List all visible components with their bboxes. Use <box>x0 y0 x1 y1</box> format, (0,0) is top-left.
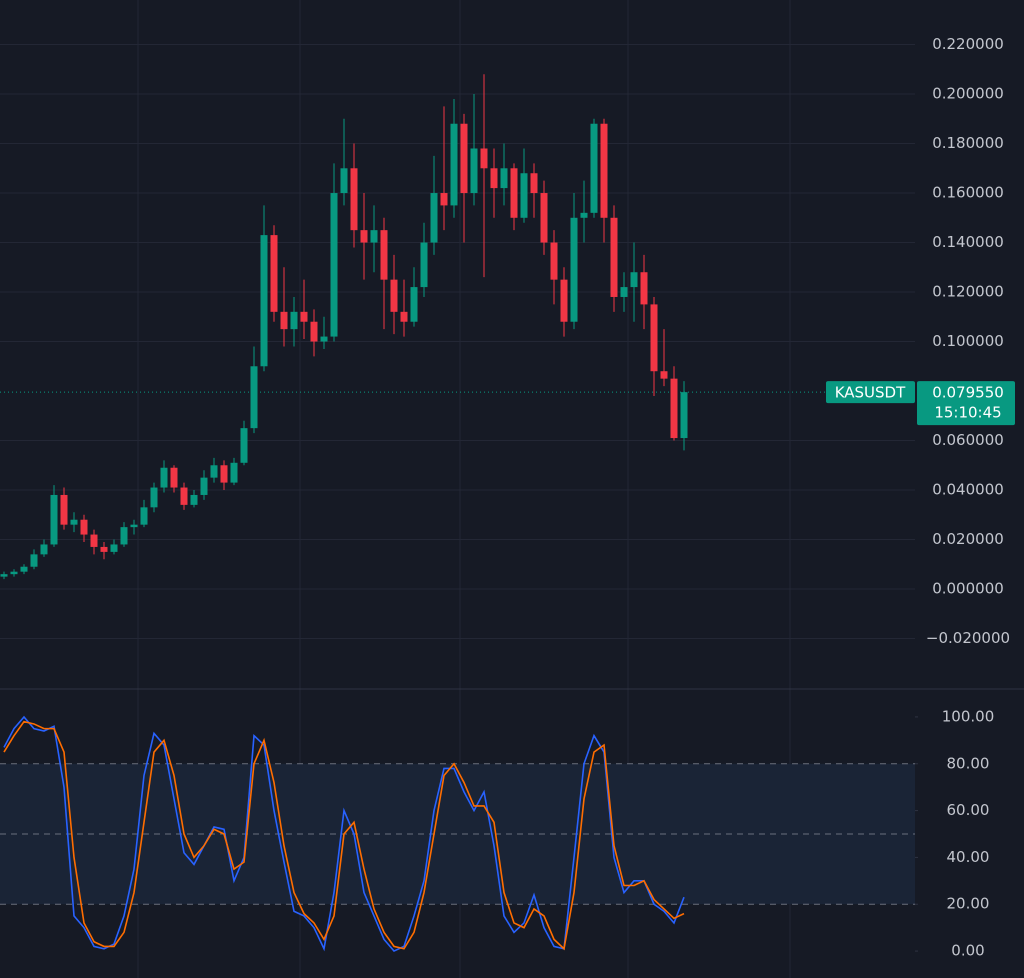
candle-body <box>160 467 168 488</box>
candle-body <box>560 279 568 322</box>
candle-body <box>290 311 298 330</box>
candle-body <box>90 534 98 547</box>
candle-body <box>530 173 538 194</box>
candle-body <box>610 217 618 297</box>
candle-body <box>230 462 238 483</box>
y-tick-label: 0.000000 <box>932 580 1004 598</box>
candle-body <box>470 148 478 194</box>
candle-body <box>200 477 208 495</box>
y-tick-label: 20.00 <box>947 895 990 913</box>
candle-body <box>180 487 188 505</box>
y-tick-label: 0.060000 <box>932 431 1004 449</box>
candle-body <box>120 527 128 545</box>
candle-body <box>360 230 368 243</box>
candle-body <box>40 544 48 555</box>
candle-body <box>660 371 668 379</box>
candle-body <box>380 230 388 280</box>
y-tick-label: 0.140000 <box>932 233 1004 251</box>
candle-body <box>550 242 558 280</box>
y-tick-label: 60.00 <box>947 801 990 819</box>
candle-body <box>430 193 438 243</box>
candle-body <box>450 123 458 206</box>
stoch-line <box>3 720 685 951</box>
y-tick-label: 0.180000 <box>932 134 1004 152</box>
countdown-label: 15:10:45 <box>934 404 1001 422</box>
candle-body <box>270 235 278 312</box>
candle-body <box>370 230 378 243</box>
y-tick-label: 0.200000 <box>932 85 1004 103</box>
candle-body <box>670 378 678 439</box>
candle-body <box>330 193 338 337</box>
candle-body <box>650 304 658 372</box>
candle-body <box>250 366 258 429</box>
candle-body <box>350 168 358 231</box>
candle-body <box>640 272 648 305</box>
candle-body <box>390 279 398 312</box>
y-tick-label: 40.00 <box>947 848 990 866</box>
candle-body <box>520 173 528 218</box>
y-tick-label: 0.020000 <box>932 530 1004 548</box>
candle-body <box>630 272 638 288</box>
candle-body <box>500 168 508 189</box>
candle-body <box>300 311 308 322</box>
candle-body <box>10 571 18 575</box>
y-tick-label: 0.160000 <box>932 184 1004 202</box>
candle-body <box>280 311 288 330</box>
y-tick-label: 0.120000 <box>932 283 1004 301</box>
candle-body <box>140 507 148 525</box>
candle-body <box>320 336 328 342</box>
y-tick-label: 0.220000 <box>932 35 1004 53</box>
candle-body <box>410 287 418 322</box>
candle-body <box>620 287 628 297</box>
candle-body <box>60 494 68 525</box>
candle-body <box>170 467 178 488</box>
candle-body <box>50 494 58 545</box>
candle-body <box>240 428 248 463</box>
y-tick-label: 100.00 <box>942 707 995 725</box>
y-tick-label: 0.040000 <box>932 481 1004 499</box>
candle-body <box>600 123 608 218</box>
y-tick-label: −0.020000 <box>926 629 1010 647</box>
candle-body <box>590 123 598 213</box>
candle-body <box>110 544 118 552</box>
price-label: 0.079550 <box>932 384 1004 402</box>
candle-body <box>540 193 548 243</box>
y-tick-label: 0.00 <box>951 942 984 960</box>
candle-body <box>260 235 268 367</box>
candle-body <box>70 519 78 525</box>
candle-body <box>150 487 158 508</box>
symbol-label: KASUSDT <box>835 384 906 402</box>
price-tag <box>917 381 1015 426</box>
candle-body <box>210 465 218 478</box>
candle-body <box>680 392 688 439</box>
symbol-tag <box>826 381 915 404</box>
candle-body <box>340 168 348 194</box>
candle-body <box>130 524 138 528</box>
candle-body <box>510 168 518 218</box>
y-tick-label: 80.00 <box>947 754 990 772</box>
stoch-line <box>3 715 685 953</box>
candle-body <box>480 148 488 169</box>
candle-body <box>310 321 318 342</box>
candle-body <box>20 566 28 572</box>
candle-body <box>570 217 578 322</box>
candle-body <box>0 574 8 577</box>
y-tick-label: 0.100000 <box>932 332 1004 350</box>
candle-body <box>490 168 498 189</box>
candle-body <box>80 519 88 535</box>
candle-body <box>400 311 408 322</box>
candle-body <box>460 123 468 194</box>
candle-body <box>190 494 198 505</box>
candle-body <box>580 212 588 218</box>
candle-body <box>420 242 428 288</box>
candle-body <box>30 554 38 567</box>
candle-body <box>220 465 228 483</box>
candle-body <box>100 546 108 552</box>
candle-body <box>440 193 448 206</box>
